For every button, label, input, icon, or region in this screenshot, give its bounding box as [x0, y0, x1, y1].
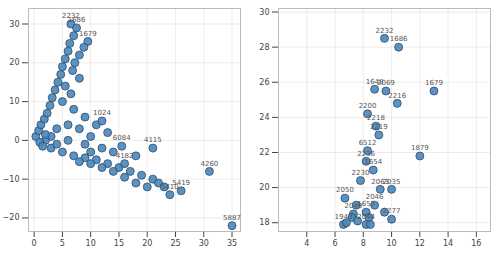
svg-text:20: 20 [9, 58, 19, 67]
svg-text:1686: 1686 [68, 16, 86, 24]
svg-text:20: 20 [142, 239, 152, 248]
svg-text:28: 28 [259, 43, 269, 52]
svg-text:35: 35 [227, 239, 237, 248]
svg-text:−20: −20 [3, 213, 20, 222]
svg-text:1679: 1679 [79, 30, 97, 38]
svg-text:5419: 5419 [172, 179, 190, 187]
svg-text:16: 16 [471, 239, 481, 248]
svg-text:1654: 1654 [364, 158, 382, 166]
svg-text:30: 30 [199, 239, 209, 248]
svg-text:1648: 1648 [365, 77, 384, 86]
svg-text:26: 26 [259, 78, 269, 87]
svg-text:2232: 2232 [376, 27, 394, 35]
svg-text:10: 10 [86, 239, 96, 248]
svg-text:2216: 2216 [388, 92, 406, 100]
svg-text:4260: 4260 [200, 160, 218, 168]
svg-text:2236: 2236 [357, 150, 375, 158]
svg-text:1879: 1879 [411, 144, 429, 152]
svg-text:2069: 2069 [377, 79, 395, 87]
svg-text:14: 14 [443, 239, 453, 248]
svg-text:0: 0 [32, 239, 37, 248]
svg-text:2035: 2035 [383, 178, 401, 186]
svg-text:30: 30 [259, 8, 269, 17]
svg-text:20: 20 [259, 183, 269, 192]
svg-text:6: 6 [332, 239, 337, 248]
svg-text:1686: 1686 [390, 35, 408, 43]
svg-text:1653: 1653 [357, 200, 375, 208]
svg-text:24: 24 [259, 113, 269, 122]
svg-text:2063: 2063 [371, 177, 390, 186]
svg-text:5410: 5410 [160, 182, 179, 191]
svg-text:25: 25 [170, 239, 180, 248]
svg-text:2230: 2230 [352, 169, 370, 177]
svg-text:2218: 2218 [367, 114, 385, 122]
svg-text:1940: 1940 [335, 213, 353, 221]
svg-text:18: 18 [259, 218, 269, 227]
svg-text:6512: 6512 [359, 139, 377, 147]
svg-text:2219: 2219 [370, 123, 388, 131]
svg-text:4115: 4115 [144, 136, 162, 144]
svg-text:12: 12 [415, 239, 425, 248]
svg-text:22: 22 [259, 148, 269, 157]
svg-text:2046: 2046 [365, 193, 384, 202]
svg-text:10: 10 [9, 97, 19, 106]
svg-text:−10: −10 [3, 175, 20, 184]
svg-text:2049: 2049 [344, 202, 363, 211]
svg-text:2277: 2277 [383, 207, 401, 215]
svg-text:0: 0 [14, 136, 19, 145]
svg-text:5887: 5887 [223, 214, 241, 222]
svg-text:1024: 1024 [93, 109, 111, 117]
svg-text:4: 4 [304, 239, 309, 248]
svg-text:1679: 1679 [425, 79, 443, 87]
svg-text:8: 8 [361, 239, 366, 248]
svg-text:10: 10 [386, 239, 396, 248]
svg-text:6084: 6084 [113, 134, 131, 142]
svg-text:30: 30 [9, 20, 19, 29]
svg-text:4182: 4182 [116, 152, 134, 160]
svg-text:2200: 2200 [359, 102, 377, 110]
svg-text:2044: 2044 [357, 213, 375, 221]
svg-text:5: 5 [60, 239, 65, 248]
svg-text:2050: 2050 [336, 186, 354, 194]
svg-text:15: 15 [114, 239, 124, 248]
